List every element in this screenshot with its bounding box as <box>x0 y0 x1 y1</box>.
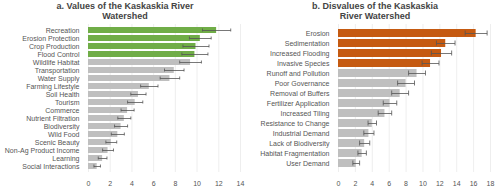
svg-text:14: 14 <box>453 180 461 186</box>
svg-text:Sedimentation: Sedimentation <box>285 40 330 47</box>
svg-text:Flood Control: Flood Control <box>37 51 79 58</box>
html-text:b. Disvalues of the Kaskaskia: b. Disvalues of the Kaskaskia River Wate… <box>312 1 438 21</box>
svg-text:Crop Production: Crop Production <box>29 43 80 51</box>
svg-text:Increased Tiling: Increased Tiling <box>280 110 329 118</box>
svg-text:Soil Health: Soil Health <box>46 91 80 98</box>
svg-text:4: 4 <box>370 180 374 186</box>
svg-text:0: 0 <box>87 180 91 186</box>
svg-text:Non-Ag Product Income: Non-Ag Product Income <box>5 147 80 155</box>
svg-text:Increased Flooding: Increased Flooding <box>270 50 330 58</box>
svg-text:Transportation: Transportation <box>35 67 80 75</box>
svg-text:Scenic Beauty: Scenic Beauty <box>35 139 80 147</box>
svg-text:16: 16 <box>470 180 478 186</box>
svg-text:Learning: Learning <box>52 155 79 163</box>
svg-text:Poor Governance: Poor Governance <box>275 80 330 87</box>
svg-text:Recreation: Recreation <box>46 27 80 34</box>
svg-text:Industrial Demand: Industrial Demand <box>273 130 330 137</box>
svg-text:Farming Lifestyle: Farming Lifestyle <box>26 83 79 91</box>
svg-text:2: 2 <box>108 180 112 186</box>
svg-text:Habitat Fragmentation: Habitat Fragmentation <box>260 150 329 158</box>
svg-text:Removal of Buffers: Removal of Buffers <box>270 90 330 97</box>
svg-text:8: 8 <box>404 180 408 186</box>
svg-text:6: 6 <box>152 180 156 186</box>
svg-text:Water Supply: Water Supply <box>38 75 80 83</box>
svg-text:2: 2 <box>353 180 357 186</box>
svg-text:Wildlife Habitat: Wildlife Habitat <box>33 59 80 66</box>
svg-text:Runoff and Pollution: Runoff and Pollution <box>267 70 330 77</box>
html-text:a. Values of the Kaskaskia Riv: a. Values of the Kaskaskia River Watersh… <box>56 1 194 21</box>
svg-text:12: 12 <box>436 180 444 186</box>
svg-text:14: 14 <box>237 180 245 186</box>
svg-text:Erosion Protection: Erosion Protection <box>22 35 79 42</box>
svg-text:8: 8 <box>173 180 177 186</box>
svg-text:User Demand: User Demand <box>286 160 329 167</box>
svg-text:10: 10 <box>193 180 201 186</box>
svg-text:Resistance to Change: Resistance to Change <box>261 120 330 128</box>
svg-text:0: 0 <box>337 180 341 186</box>
svg-text:Biodiversity: Biodiversity <box>44 123 80 131</box>
svg-text:Wild Food: Wild Food <box>48 131 80 138</box>
svg-text:Nutrient Filtration: Nutrient Filtration <box>26 115 79 122</box>
svg-text:Commerce: Commerce <box>45 107 79 114</box>
svg-text:10: 10 <box>419 180 427 186</box>
svg-text:Erosion: Erosion <box>306 30 330 37</box>
svg-text:6: 6 <box>387 180 391 186</box>
svg-text:Fertilizer Application: Fertilizer Application <box>267 100 330 108</box>
svg-text:18: 18 <box>487 180 495 186</box>
svg-text:12: 12 <box>215 180 223 186</box>
svg-text:4: 4 <box>130 180 134 186</box>
svg-text:Social Interactions: Social Interactions <box>22 163 80 170</box>
svg-text:Tourism: Tourism <box>55 99 80 106</box>
svg-text:Lack of Biodiversity: Lack of Biodiversity <box>269 140 330 148</box>
svg-text:Invasive Species: Invasive Species <box>277 60 330 68</box>
